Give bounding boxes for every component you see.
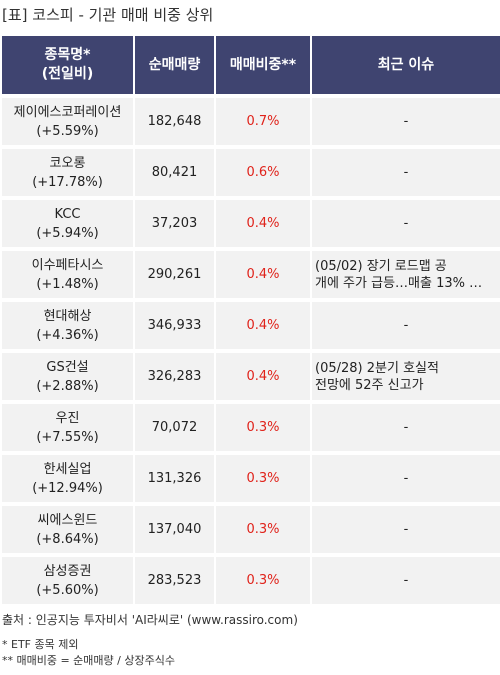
issue-line-1: - — [403, 114, 409, 129]
issue-line-1: - — [403, 216, 409, 231]
issue-line-1: - — [403, 318, 409, 333]
net-volume-cell: 182,648 — [135, 98, 214, 145]
source-note: 출처 : 인공지능 투자비서 'AI라씨로' (www.rassiro.com) — [2, 613, 298, 627]
stock-name-cell: 삼성증권 (+5.60%) — [2, 557, 133, 604]
table-body: 제이에스코퍼레이션 (+5.59%) 182,648 0.7% - 코오롱 (+17.78%… — [2, 98, 500, 604]
trade-ratio-cell: 0.6% — [216, 149, 310, 196]
stock-name: 씨에스윈드 — [37, 512, 98, 528]
trade-ratio-cell: 0.7% — [216, 98, 310, 145]
table-title: [표] 코스피 - 기관 매매 비중 상위 — [2, 6, 214, 24]
table-row: GS건설 (+2.88%) 326,283 0.4% (05/28) 2분기 호실적 전망… — [2, 353, 500, 400]
header-stock-name-line2: (전일비) — [41, 66, 94, 82]
recent-issue-cell: - — [312, 404, 500, 451]
header-stock-name: 종목명* (전일비) — [2, 36, 133, 94]
table-header-row: 종목명* (전일비) 순매매량 매매비중** 최근 이슈 — [2, 36, 500, 94]
table-row: 한세실업 (+12.94%) 131,326 0.3% - — [2, 455, 500, 502]
issue-line-2: 개에 주가 급등…매출 13% … — [315, 275, 483, 291]
stock-change: (+17.78%) — [32, 174, 103, 190]
issue-line-1: - — [403, 165, 409, 180]
recent-issue-cell: (05/02) 장기 로드맵 공 개에 주가 급등…매출 13% … — [312, 251, 500, 298]
recent-issue-cell: - — [312, 98, 500, 145]
trade-ratio-cell: 0.3% — [216, 404, 310, 451]
trade-ratio-cell: 0.3% — [216, 506, 310, 553]
table-row: 코오롱 (+17.78%) 80,421 0.6% - — [2, 149, 500, 196]
stock-name: 코오롱 — [49, 155, 86, 171]
trade-ratio-cell: 0.4% — [216, 251, 310, 298]
stock-name: 우진 — [55, 410, 80, 426]
recent-issue-cell: - — [312, 455, 500, 502]
header-recent-issue: 최근 이슈 — [312, 36, 500, 94]
trade-ratio-cell: 0.4% — [216, 302, 310, 349]
net-volume-cell: 346,933 — [135, 302, 214, 349]
issue-line-2: 전망에 52주 신고가 — [315, 377, 424, 393]
issue-line-1: - — [403, 522, 409, 537]
stock-name-cell: 우진 (+7.55%) — [2, 404, 133, 451]
table-row: 이수페타시스 (+1.48%) 290,261 0.4% (05/02) 장기 로드맵 … — [2, 251, 500, 298]
net-volume-cell: 37,203 — [135, 200, 214, 247]
trade-ratio-cell: 0.3% — [216, 557, 310, 604]
stock-change: (+12.94%) — [32, 480, 103, 496]
trade-ratio-cell: 0.4% — [216, 200, 310, 247]
net-volume-cell: 70,072 — [135, 404, 214, 451]
stock-name-cell: 한세실업 (+12.94%) — [2, 455, 133, 502]
footnote-ratio: ** 매매비중 = 순매매량 / 상장주식수 — [2, 654, 175, 667]
stock-name-cell: GS건설 (+2.88%) — [2, 353, 133, 400]
stock-change: (+8.64%) — [36, 531, 99, 547]
header-trade-ratio: 매매비중** — [216, 36, 310, 94]
recent-issue-cell: - — [312, 200, 500, 247]
stock-name-cell: 제이에스코퍼레이션 (+5.59%) — [2, 98, 133, 145]
institution-trading-table: 종목명* (전일비) 순매매량 매매비중** 최근 이슈 제이에스코퍼레이션 (+… — [0, 32, 500, 608]
stock-name: GS건설 — [46, 359, 89, 375]
recent-issue-cell: - — [312, 302, 500, 349]
net-volume-cell: 80,421 — [135, 149, 214, 196]
stock-name: 제이에스코퍼레이션 — [13, 104, 122, 120]
net-volume-cell: 283,523 — [135, 557, 214, 604]
stock-name-cell: 현대해상 (+4.36%) — [2, 302, 133, 349]
stock-name: 삼성증권 — [43, 563, 92, 579]
stock-change: (+2.88%) — [36, 378, 99, 394]
stock-change: (+5.59%) — [36, 123, 99, 139]
recent-issue-cell: - — [312, 506, 500, 553]
table-row: 우진 (+7.55%) 70,072 0.3% - — [2, 404, 500, 451]
stock-name: 이수페타시스 — [31, 257, 104, 273]
stock-name: KCC — [54, 206, 81, 222]
stock-change: (+5.94%) — [36, 225, 99, 241]
stock-name-cell: 코오롱 (+17.78%) — [2, 149, 133, 196]
table-row: 씨에스윈드 (+8.64%) 137,040 0.3% - — [2, 506, 500, 553]
net-volume-cell: 326,283 — [135, 353, 214, 400]
stock-change: (+1.48%) — [36, 276, 99, 292]
header-net-volume: 순매매량 — [135, 36, 214, 94]
issue-line-1: - — [403, 420, 409, 435]
table-row: KCC (+5.94%) 37,203 0.4% - — [2, 200, 500, 247]
stock-name: 현대해상 — [43, 308, 92, 324]
recent-issue-cell: - — [312, 149, 500, 196]
footnote-etf: * ETF 종목 제외 — [2, 638, 79, 651]
net-volume-cell: 137,040 — [135, 506, 214, 553]
recent-issue-cell: - — [312, 557, 500, 604]
net-volume-cell: 131,326 — [135, 455, 214, 502]
stock-change: (+7.55%) — [36, 429, 99, 445]
stock-name-cell: 이수페타시스 (+1.48%) — [2, 251, 133, 298]
issue-line-1: (05/28) 2분기 호실적 — [315, 360, 439, 376]
table-row: 제이에스코퍼레이션 (+5.59%) 182,648 0.7% - — [2, 98, 500, 145]
table-row: 삼성증권 (+5.60%) 283,523 0.3% - — [2, 557, 500, 604]
net-volume-cell: 290,261 — [135, 251, 214, 298]
header-stock-name-line1: 종목명* — [44, 47, 91, 63]
issue-line-1: (05/02) 장기 로드맵 공 — [315, 258, 447, 274]
stock-name-cell: KCC (+5.94%) — [2, 200, 133, 247]
trade-ratio-cell: 0.4% — [216, 353, 310, 400]
stock-change: (+5.60%) — [36, 582, 99, 598]
trade-ratio-cell: 0.3% — [216, 455, 310, 502]
issue-line-1: - — [403, 573, 409, 588]
issue-line-1: - — [403, 471, 409, 486]
recent-issue-cell: (05/28) 2분기 호실적 전망에 52주 신고가 — [312, 353, 500, 400]
stock-name: 한세실업 — [43, 461, 92, 477]
stock-change: (+4.36%) — [36, 327, 99, 343]
table-row: 현대해상 (+4.36%) 346,933 0.4% - — [2, 302, 500, 349]
stock-name-cell: 씨에스윈드 (+8.64%) — [2, 506, 133, 553]
